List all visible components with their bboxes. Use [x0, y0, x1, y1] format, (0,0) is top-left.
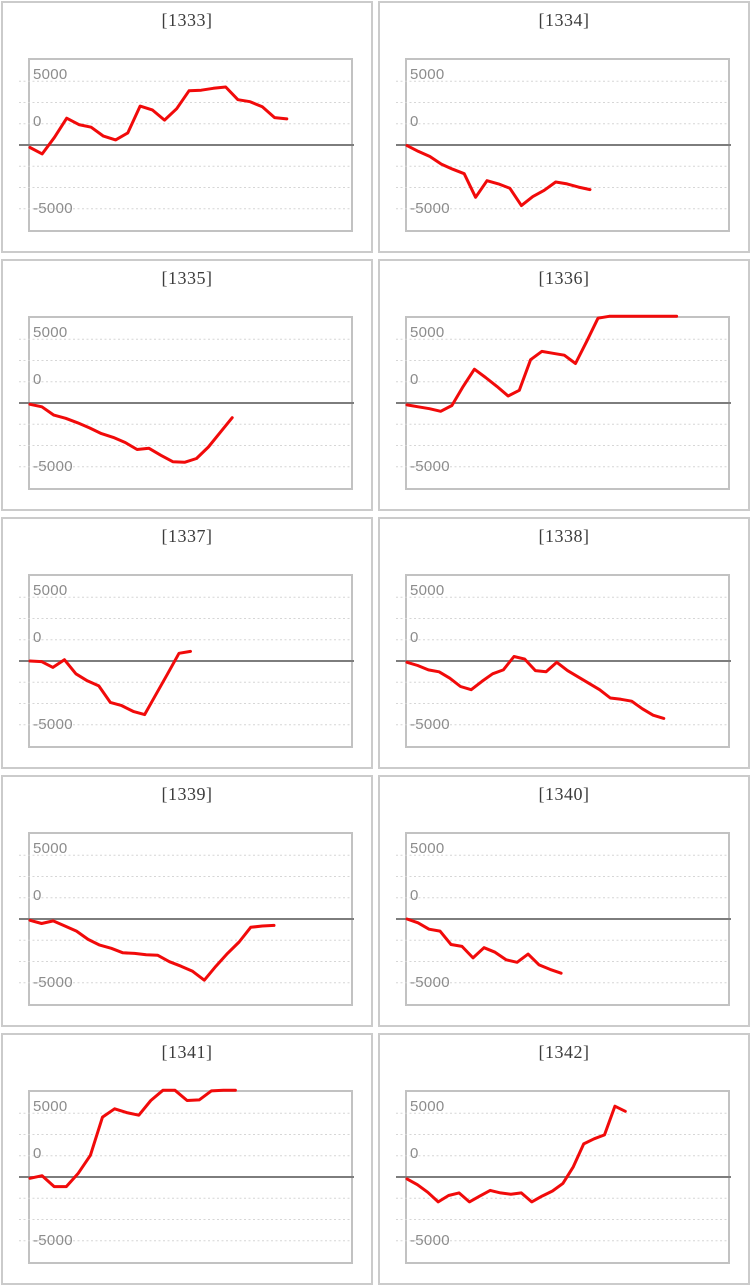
- line-chart: [396, 1104, 731, 1242]
- plot-area: 5000 0 -5000: [19, 1088, 354, 1264]
- ytick-5000: 5000: [410, 840, 445, 857]
- chart-title: [1335]: [161, 268, 213, 288]
- ytick-neg5000: -5000: [410, 716, 450, 733]
- plot-area: 5000 0 -5000: [19, 316, 354, 490]
- ytick-0: 0: [33, 629, 42, 646]
- line-chart: [19, 338, 354, 468]
- ytick-5000: 5000: [33, 324, 68, 341]
- chart-panel-1341: [1341] 5000 0 -5000: [1, 1033, 373, 1285]
- line-chart: [396, 80, 731, 210]
- chart-panel-1340: [1340] 5000 0 -5000: [378, 775, 750, 1027]
- ytick-neg5000: -5000: [410, 1232, 450, 1249]
- ytick-0: 0: [33, 371, 42, 388]
- line-chart: [19, 596, 354, 726]
- ytick-neg5000: -5000: [410, 200, 450, 217]
- series-line: [405, 655, 666, 720]
- chart-title: [1336]: [538, 268, 590, 288]
- ytick-5000: 5000: [410, 582, 445, 599]
- ytick-neg5000: -5000: [33, 716, 73, 733]
- ytick-neg5000: -5000: [410, 458, 450, 475]
- series-line: [28, 402, 234, 464]
- chart-title: [1342]: [538, 1042, 590, 1062]
- plot-area: 5000 0 -5000: [19, 832, 354, 1006]
- ytick-5000: 5000: [33, 582, 68, 599]
- chart-title: [1337]: [161, 526, 213, 546]
- chart-panel-1336: [1336] 5000 0 -5000: [378, 259, 750, 511]
- chart-title: [1340]: [538, 784, 590, 804]
- ytick-0: 0: [410, 629, 419, 646]
- line-chart: [19, 854, 354, 984]
- ytick-5000: 5000: [33, 1098, 68, 1115]
- chart-title: [1334]: [538, 10, 590, 30]
- ytick-neg5000: -5000: [33, 1232, 73, 1249]
- plot-area: 5000 0 -5000: [19, 574, 354, 748]
- series-line: [405, 917, 563, 975]
- ytick-0: 0: [33, 1145, 42, 1162]
- series-line: [405, 1104, 627, 1204]
- ytick-0: 0: [410, 371, 419, 388]
- plot-area: 5000 0 -5000: [396, 1090, 731, 1264]
- ytick-0: 0: [33, 113, 42, 130]
- chart-panel-1338: [1338] 5000 0 -5000: [378, 517, 750, 769]
- ytick-5000: 5000: [410, 324, 445, 341]
- chart-title: [1338]: [538, 526, 590, 546]
- plot-area: 5000 0 -5000: [396, 832, 731, 1006]
- ytick-0: 0: [410, 887, 419, 904]
- ytick-0: 0: [410, 1145, 419, 1162]
- ytick-5000: 5000: [410, 1098, 445, 1115]
- ytick-5000: 5000: [33, 66, 68, 83]
- series-line: [405, 314, 679, 413]
- ytick-5000: 5000: [410, 66, 445, 83]
- plot-area: 5000 0 -5000: [396, 314, 731, 490]
- chart-panel-1334: [1334] 5000 0 -5000: [378, 1, 750, 253]
- plot-area: 5000 0 -5000: [396, 58, 731, 232]
- line-chart: [396, 314, 731, 468]
- chart-panel-1339: [1339] 5000 0 -5000: [1, 775, 373, 1027]
- line-chart: [396, 596, 731, 726]
- series-line: [28, 85, 289, 156]
- series-line: [28, 918, 276, 982]
- chart-panel-1337: [1337] 5000 0 -5000: [1, 517, 373, 769]
- plot-area: 5000 0 -5000: [19, 58, 354, 232]
- ytick-neg5000: -5000: [410, 974, 450, 991]
- chart-title: [1339]: [161, 784, 213, 804]
- line-chart: [19, 1088, 354, 1242]
- series-line: [28, 1088, 237, 1189]
- ytick-0: 0: [410, 113, 419, 130]
- ytick-5000: 5000: [33, 840, 68, 857]
- ytick-neg5000: -5000: [33, 458, 73, 475]
- chart-title: [1341]: [161, 1042, 213, 1062]
- line-chart: [396, 854, 731, 984]
- ytick-0: 0: [33, 887, 42, 904]
- line-chart: [19, 80, 354, 210]
- chart-panel-1335: [1335] 5000 0 -5000: [1, 259, 373, 511]
- series-line: [28, 649, 192, 717]
- chart-panel-1333: [1333] 5000 0 -5000: [1, 1, 373, 253]
- chart-panel-1342: [1342] 5000 0 -5000: [378, 1033, 750, 1285]
- chart-title: [1333]: [161, 10, 213, 30]
- series-line: [405, 144, 592, 208]
- plot-area: 5000 0 -5000: [396, 574, 731, 748]
- ytick-neg5000: -5000: [33, 974, 73, 991]
- ytick-neg5000: -5000: [33, 200, 73, 217]
